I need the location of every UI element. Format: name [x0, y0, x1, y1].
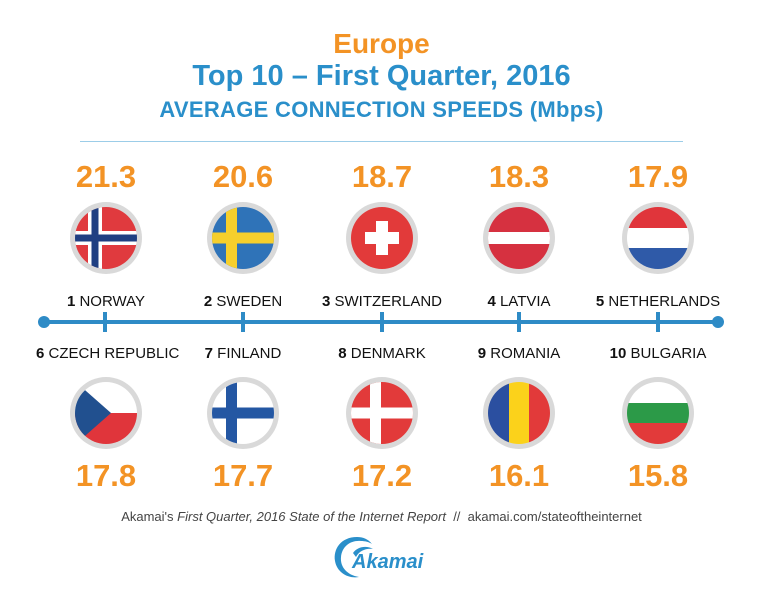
latvia-flag-icon	[483, 202, 555, 274]
timeline-end-dot	[712, 316, 724, 328]
timeline-tick	[656, 312, 660, 332]
subtitle: AVERAGE CONNECTION SPEEDS (Mbps)	[159, 97, 604, 122]
timeline-tick	[380, 312, 384, 332]
country-card-czech-republic: 6 CZECH REPUBLIC 17.8	[36, 345, 180, 493]
speed-value: 17.2	[351, 458, 413, 493]
switzerland-flag-icon	[346, 202, 418, 274]
speed-value: 18.7	[351, 159, 413, 194]
norway-flag-icon	[70, 202, 142, 274]
romania-flag-icon	[483, 377, 555, 449]
source-citation: Akamai's First Quarter, 2016 State of th…	[121, 509, 642, 524]
speed-value: 20.6	[212, 159, 274, 194]
country-card-netherlands: 17.9 5 NETHERLANDS	[588, 161, 728, 309]
country-card-sweden: 20.6 2 SWEDEN	[173, 161, 313, 309]
country-label: 7 FINLAND	[204, 345, 282, 362]
timeline-tick	[241, 312, 245, 332]
timeline-tick	[103, 312, 107, 332]
title-divider	[80, 141, 683, 142]
main-title: Top 10 – First Quarter, 2016	[192, 60, 571, 92]
country-card-norway: 21.3 1 NORWAY	[36, 161, 176, 309]
bulgaria-flag-icon	[622, 377, 694, 449]
speed-value: 16.1	[488, 458, 550, 493]
region-title: Europe	[333, 28, 430, 59]
country-label: 2 SWEDEN	[203, 293, 283, 310]
denmark-flag-icon	[346, 377, 418, 449]
speed-value: 18.3	[488, 159, 550, 194]
country-card-latvia: 18.3 4 LATVIA	[449, 161, 589, 309]
country-label: 4 LATVIA	[487, 293, 551, 310]
country-label: 1 NORWAY	[66, 293, 146, 310]
country-label: 10 BULGARIA	[609, 345, 707, 362]
country-label: 8 DENMARK	[338, 345, 426, 362]
country-card-switzerland: 18.7 3 SWITZERLAND	[312, 161, 452, 309]
source-url: akamai.com/stateoftheinternet	[467, 509, 642, 524]
akamai-logo: Akamai	[334, 537, 424, 578]
country-card-denmark: 8 DENMARK 17.2	[312, 346, 452, 491]
speed-value: 17.8	[75, 458, 137, 493]
sweden-flag-icon	[207, 202, 279, 274]
timeline	[38, 312, 724, 332]
country-label: 6 CZECH REPUBLIC	[36, 345, 180, 362]
speed-value: 15.8	[627, 458, 689, 493]
timeline-start-dot	[38, 316, 50, 328]
speed-value: 21.3	[75, 159, 137, 194]
speed-value: 17.9	[627, 159, 689, 194]
country-card-bulgaria: 10 BULGARIA 15.8	[588, 346, 728, 491]
country-label: 9 ROMANIA	[477, 345, 561, 362]
czech-republic-flag-icon	[70, 377, 142, 449]
country-card-romania: 9 ROMANIA 16.1	[449, 346, 589, 491]
timeline-tick	[517, 312, 521, 332]
logo-wordmark: Akamai	[351, 551, 424, 573]
country-label: 3 SWITZERLAND	[321, 293, 443, 310]
netherlands-flag-icon	[622, 202, 694, 274]
speed-value: 17.7	[212, 458, 274, 493]
finland-flag-icon	[207, 377, 279, 449]
country-card-finland: 7 FINLAND 17.7	[173, 346, 313, 491]
country-label: 5 NETHERLANDS	[595, 293, 721, 310]
